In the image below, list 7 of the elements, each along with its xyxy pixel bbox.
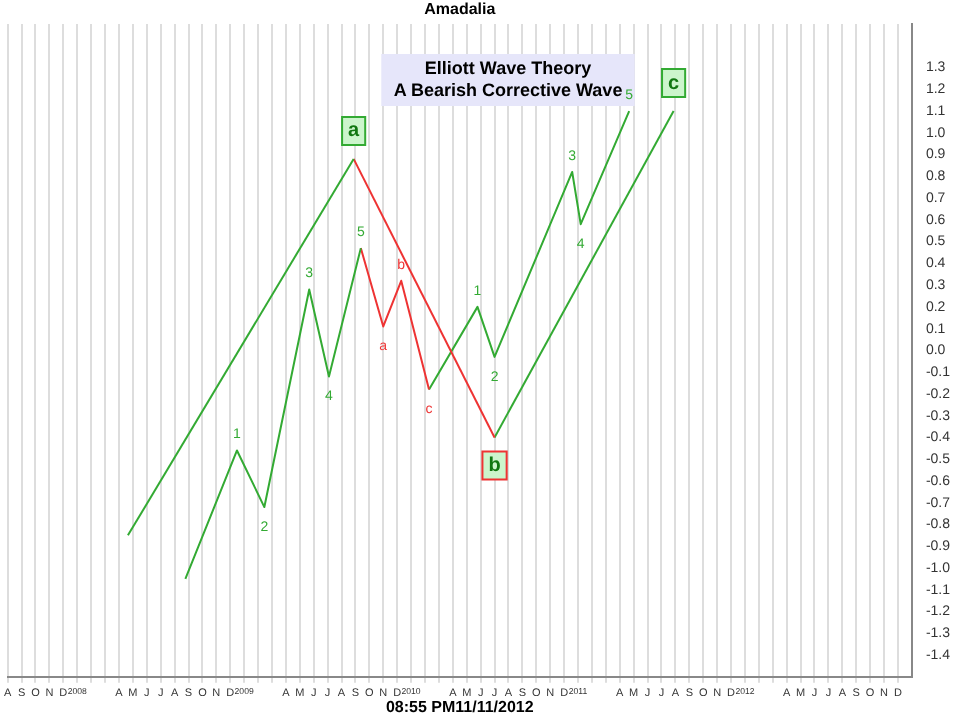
- text: A Bearish Corrective Wave: [393, 79, 623, 100]
- annotation: a: [348, 120, 361, 143]
- annotation: c: [668, 72, 681, 95]
- annotation: b: [488, 454, 501, 477]
- text: Amadalia: [424, 0, 497, 19]
- text: 08:55 PM11/11/2012: [385, 698, 535, 717]
- text: Elliott Wave Theory: [424, 57, 592, 78]
